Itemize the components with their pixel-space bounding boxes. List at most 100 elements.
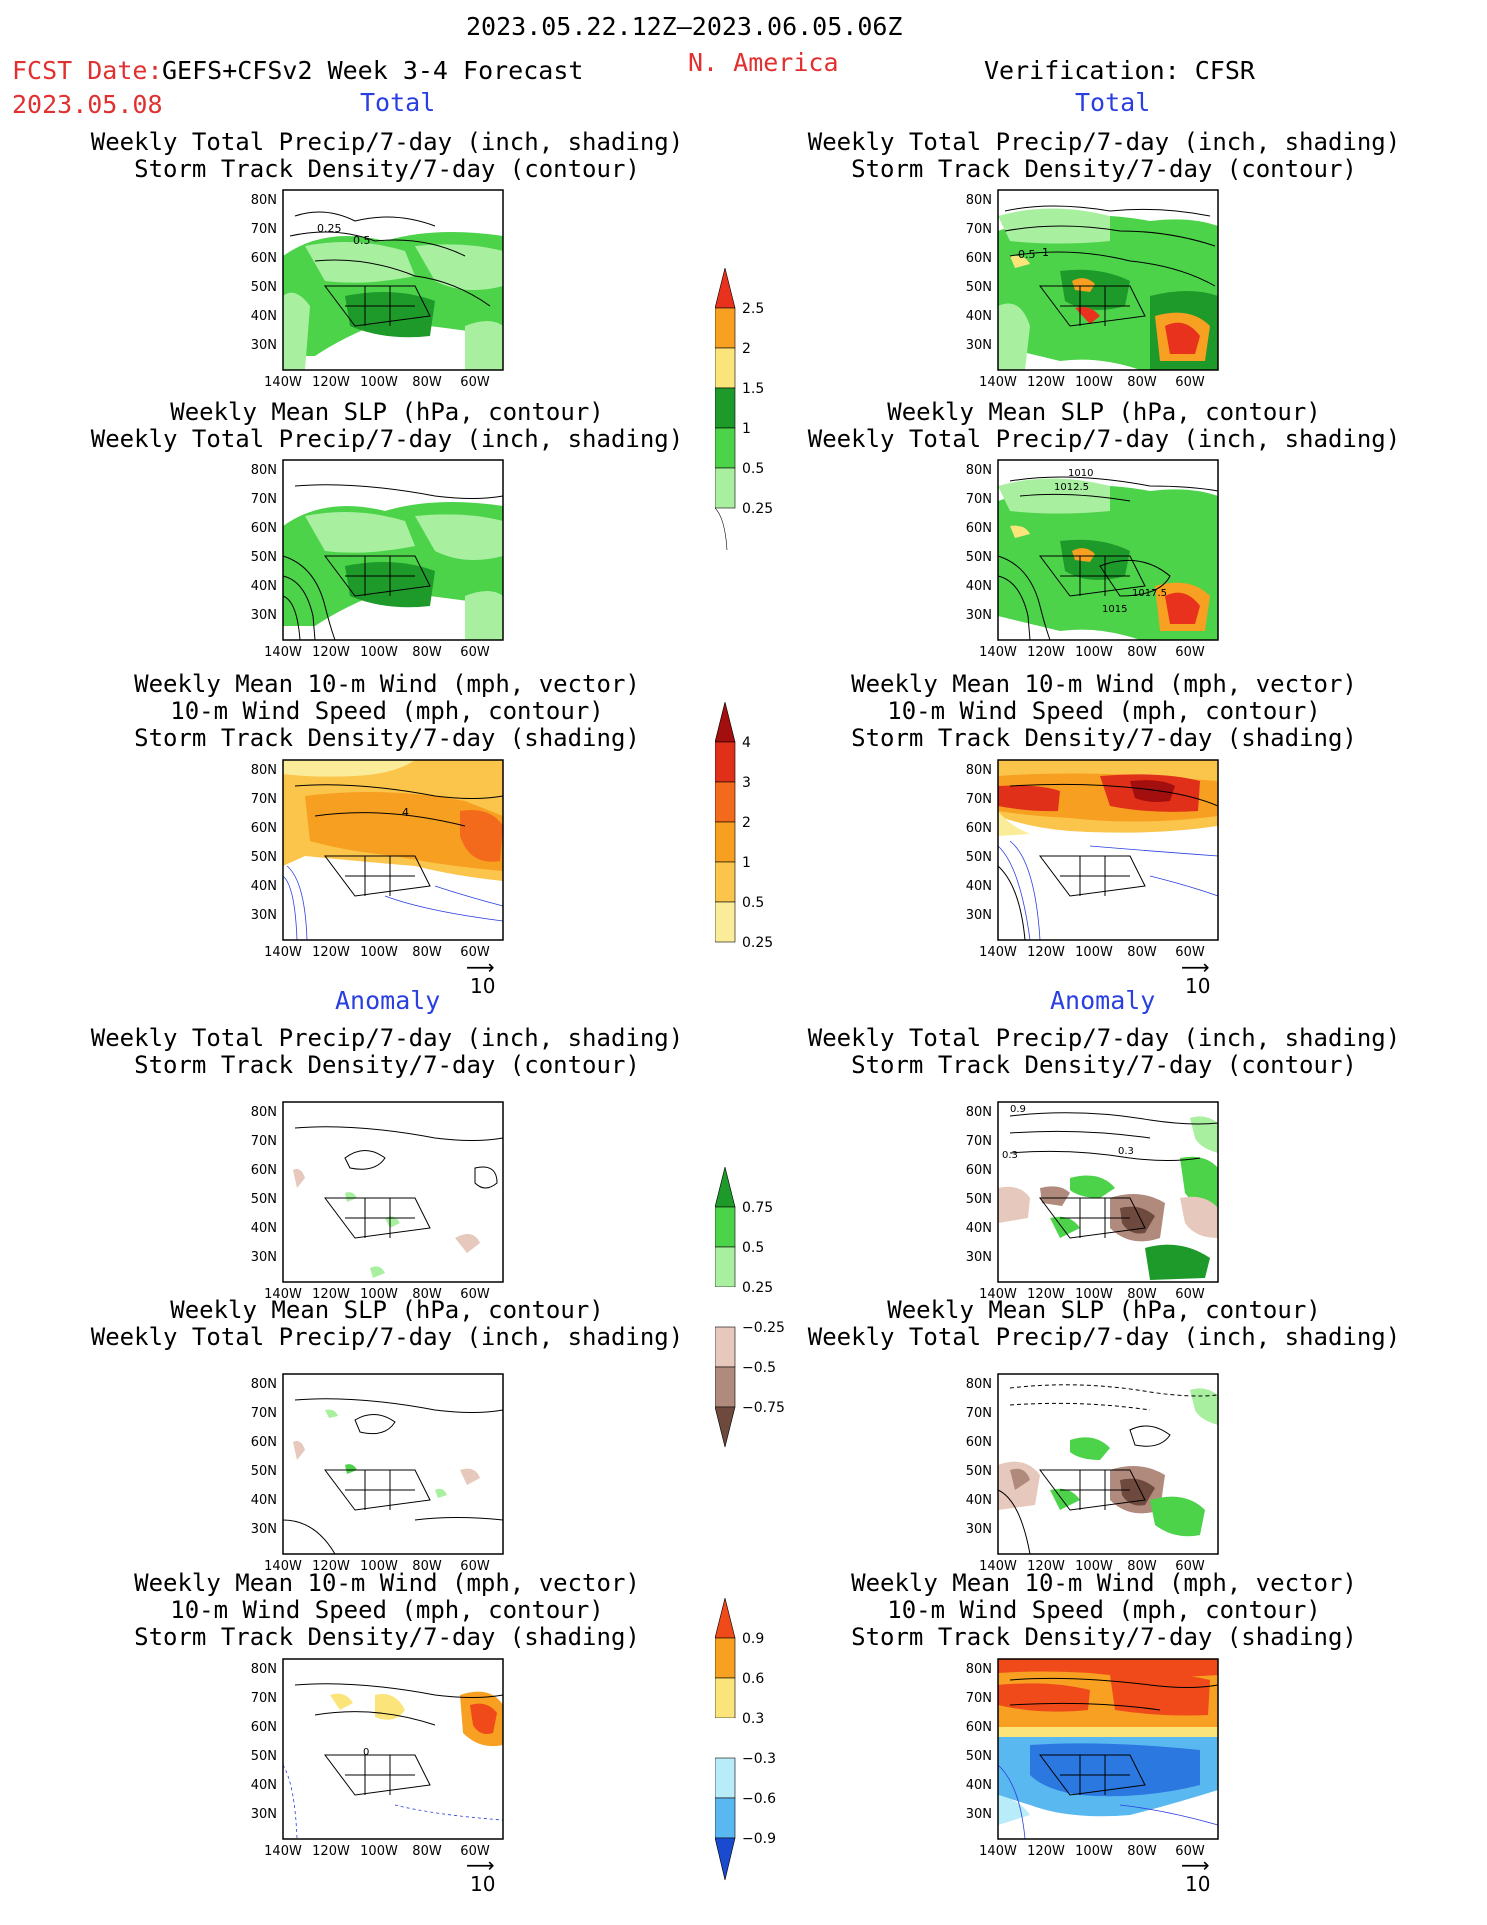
svg-text:60W: 60W [460,375,490,390]
svg-text:40N: 40N [251,879,277,894]
svg-text:0.9: 0.9 [1010,1104,1026,1115]
svg-text:140W: 140W [264,945,302,960]
svg-text:60W: 60W [460,1559,490,1574]
title-fc-wind-anom: Weekly Mean 10-m Wind (mph, vector) 10-m … [134,1569,640,1651]
svg-text:80W: 80W [1127,945,1157,960]
svg-text:2: 2 [742,341,751,357]
svg-text:40N: 40N [966,579,992,594]
svg-text:0.75: 0.75 [742,1200,773,1216]
vector-ref-fc-anom: ⟶ 10 [466,1853,496,1896]
map-fc-wind-anom: 80N 70N 60N 50N 40N 30N 140W 120W 100W 8… [235,1655,535,1865]
colorbar-precip-anom: 0.75 0.5 0.25 −0.25 −0.5 −0.75 [714,1166,795,1461]
svg-text:30N: 30N [966,1807,992,1822]
map-obs-slp-total: 80N 70N 60N 50N 40N 30N 140W 120W 100W 8… [950,456,1250,666]
svg-text:140W: 140W [264,1844,302,1859]
svg-text:60N: 60N [251,1163,277,1178]
svg-text:140W: 140W [979,1287,1017,1302]
title-obs-precip-anom: Weekly Total Precip/7-day (inch, shading… [807,1024,1401,1079]
svg-text:100W: 100W [1075,375,1113,390]
svg-text:−0.75: −0.75 [742,1400,785,1416]
svg-text:80W: 80W [412,1559,442,1574]
svg-text:80N: 80N [251,1377,277,1392]
svg-text:40N: 40N [251,1778,277,1793]
svg-text:80N: 80N [966,1662,992,1677]
svg-text:1012.5: 1012.5 [1054,482,1089,493]
section-anomaly-verification: Anomaly [1050,986,1156,1015]
colorbar-precip-total: 2.5 2 1.5 1 0.5 0.25 [714,267,795,572]
arrow-right-icon: ⟶ [1181,1853,1210,1877]
svg-text:60N: 60N [251,521,277,536]
svg-text:70N: 70N [251,492,277,507]
svg-text:2.5: 2.5 [742,301,764,317]
title-fc-wind-total: Weekly Mean 10-m Wind (mph, vector) 10-m … [134,670,640,752]
svg-text:50N: 50N [966,280,992,295]
map-obs-wind-total: 80N 70N 60N 50N 40N 30N 140W 120W 100W 8… [950,756,1250,966]
svg-text:0.3: 0.3 [1118,1146,1134,1157]
svg-text:60W: 60W [1175,945,1205,960]
arrow-right-icon: ⟶ [1181,955,1210,979]
svg-text:30N: 30N [251,1807,277,1822]
title-obs-precip-total: Weekly Total Precip/7-day (inch, shading… [807,128,1401,183]
svg-text:60N: 60N [966,1163,992,1178]
svg-text:120W: 120W [1027,1844,1065,1859]
svg-text:100W: 100W [1075,1287,1113,1302]
svg-text:140W: 140W [979,375,1017,390]
region-label: N. America [688,48,839,77]
svg-text:100W: 100W [360,1844,398,1859]
svg-text:80W: 80W [412,375,442,390]
map-fc-precip-total: 80N 70N 60N 50N 40N 30N 140W 120W 100W 8… [235,186,535,396]
svg-text:60W: 60W [1175,645,1205,660]
map-obs-wind-anom: 80N 70N 60N 50N 40N 30N 140W 120W 100W 8… [950,1655,1250,1865]
title-fc-slp-anom: Weekly Mean SLP (hPa, contour) Weekly Tot… [90,1296,684,1351]
svg-text:50N: 50N [966,1192,992,1207]
title-fc-precip-total: Weekly Total Precip/7-day (inch, shading… [90,128,684,183]
svg-text:80N: 80N [966,1377,992,1392]
svg-text:140W: 140W [979,945,1017,960]
svg-text:140W: 140W [264,1559,302,1574]
svg-text:80N: 80N [251,1662,277,1677]
svg-text:80W: 80W [412,1844,442,1859]
svg-text:0.5: 0.5 [742,1240,764,1256]
svg-text:40N: 40N [251,579,277,594]
svg-text:80W: 80W [1127,1559,1157,1574]
svg-text:0.25: 0.25 [317,222,342,235]
svg-text:60W: 60W [460,645,490,660]
fcst-date-label: FCST Date: [12,56,163,85]
map-fc-wind-total: 80N 70N 60N 50N 40N 30N 140W 120W 100W 8… [235,756,535,966]
svg-text:50N: 50N [966,550,992,565]
svg-text:0.25: 0.25 [742,1280,773,1296]
svg-text:1: 1 [1042,246,1049,259]
svg-text:100W: 100W [360,375,398,390]
svg-text:−0.5: −0.5 [742,1360,776,1376]
svg-text:50N: 50N [251,850,277,865]
svg-text:70N: 70N [251,222,277,237]
svg-text:60N: 60N [251,1720,277,1735]
svg-text:−0.3: −0.3 [742,1751,776,1767]
svg-text:60W: 60W [1175,1844,1205,1859]
svg-text:60W: 60W [1175,1287,1205,1302]
svg-text:40N: 40N [966,1778,992,1793]
colorbar-storm-anom: 0.9 0.6 0.3 −0.3 −0.6 −0.9 [714,1597,795,1892]
date-range: 2023.05.22.12Z–2023.06.05.06Z [466,12,903,41]
svg-text:140W: 140W [264,645,302,660]
svg-text:120W: 120W [312,1559,350,1574]
svg-text:1: 1 [742,855,751,871]
svg-text:80N: 80N [251,763,277,778]
svg-text:80W: 80W [1127,1287,1157,1302]
svg-text:140W: 140W [979,1559,1017,1574]
title-fc-slp-total: Weekly Mean SLP (hPa, contour) Weekly Tot… [90,398,684,453]
svg-text:70N: 70N [251,1406,277,1421]
vector-ref-obs-total: ⟶ 10 [1181,955,1211,998]
svg-text:60N: 60N [251,821,277,836]
svg-text:80W: 80W [412,1287,442,1302]
svg-text:60W: 60W [1175,375,1205,390]
svg-text:100W: 100W [1075,945,1113,960]
svg-text:50N: 50N [251,1192,277,1207]
svg-text:140W: 140W [979,645,1017,660]
svg-text:100W: 100W [1075,1559,1113,1574]
section-total-forecast: Total [360,88,436,117]
svg-text:60N: 60N [966,821,992,836]
svg-text:140W: 140W [264,1287,302,1302]
svg-text:−0.9: −0.9 [742,1831,776,1847]
svg-text:30N: 30N [251,1250,277,1265]
